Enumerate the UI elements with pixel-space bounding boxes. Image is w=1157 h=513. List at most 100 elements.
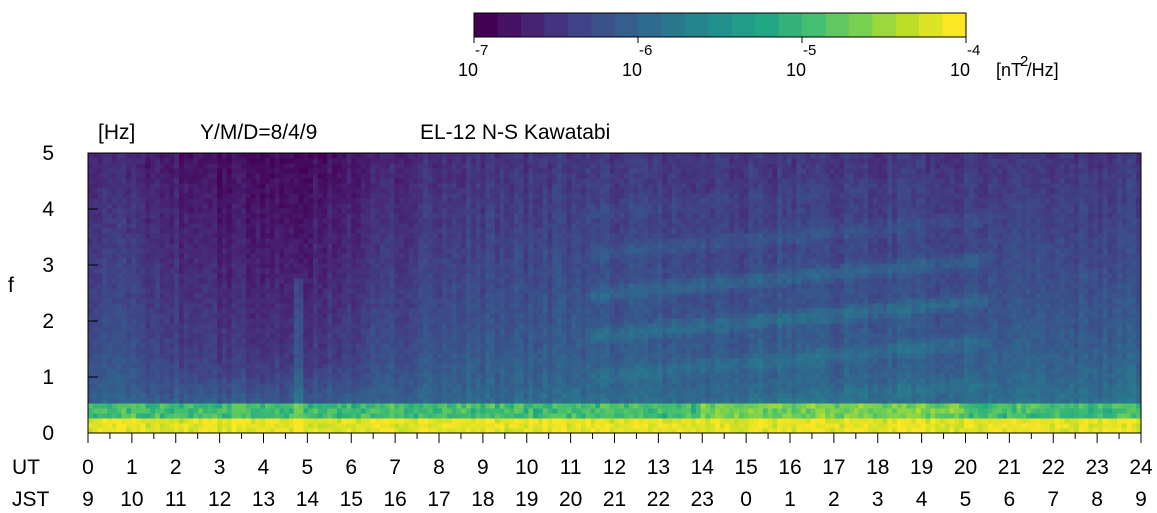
heatmap-cell [250, 338, 257, 344]
heatmap-cell [126, 203, 132, 209]
heatmap-cell [332, 248, 338, 254]
heatmap-cell [226, 378, 233, 384]
heatmap-cell [279, 403, 285, 409]
heatmap-cell [174, 363, 180, 369]
heatmap-cell [403, 198, 410, 204]
heatmap-cell [475, 273, 481, 279]
heatmap-cell [475, 263, 481, 269]
heatmap-cell [226, 303, 233, 309]
heatmap-cell [289, 278, 295, 284]
heatmap-cell [135, 198, 142, 204]
heatmap-cell [207, 243, 213, 249]
heatmap-cell [159, 323, 166, 329]
heatmap-cell [499, 373, 505, 379]
heatmap-cell [140, 173, 146, 179]
heatmap-cell [289, 418, 295, 424]
heatmap-cell [413, 193, 419, 199]
heatmap-cell [131, 258, 137, 264]
heatmap-cell [245, 343, 252, 349]
heatmap-cell [437, 418, 443, 424]
heatmap-cell [403, 353, 410, 359]
heatmap-cell [509, 378, 515, 384]
heatmap-cell [207, 373, 213, 379]
heatmap-cell [274, 203, 280, 209]
heatmap-cell [212, 343, 218, 349]
heatmap-cell [121, 333, 127, 339]
heatmap-cell [265, 203, 271, 209]
heatmap-cell [298, 398, 304, 404]
heatmap-cell [351, 378, 357, 384]
heatmap-cell [212, 308, 218, 314]
heatmap-cell [293, 293, 300, 299]
heatmap-cell [121, 188, 127, 194]
heatmap-cell [236, 313, 242, 319]
heatmap-cell [336, 273, 343, 279]
heatmap-cell [461, 408, 467, 414]
heatmap-cell [332, 258, 338, 264]
heatmap-cell [150, 358, 156, 364]
heatmap-cell [490, 343, 496, 349]
heatmap-cell [346, 173, 352, 179]
heatmap-cell [303, 283, 309, 289]
heatmap-cell [413, 418, 419, 424]
heatmap-cell [346, 248, 352, 254]
heatmap-cell [135, 223, 142, 229]
heatmap-cell [121, 413, 127, 419]
heatmap-cell [131, 203, 137, 209]
heatmap-cell [470, 273, 477, 279]
heatmap-cell [155, 173, 161, 179]
heatmap-cell [394, 333, 400, 339]
heatmap-cell [269, 358, 276, 364]
heatmap-cell [394, 183, 400, 189]
heatmap-cell [466, 388, 472, 394]
heatmap-cell [475, 328, 481, 334]
heatmap-cell [222, 383, 228, 389]
heatmap-cell [360, 258, 367, 264]
heatmap-cell [174, 268, 180, 274]
heatmap-cell [485, 248, 491, 254]
heatmap-cell [298, 378, 304, 384]
heatmap-cell [183, 263, 190, 269]
heatmap-cell [131, 363, 137, 369]
heatmap-cell [126, 158, 132, 164]
heatmap-cell [293, 323, 300, 329]
heatmap-cell [470, 423, 477, 429]
heatmap-cell [365, 178, 371, 184]
heatmap-cell [494, 183, 501, 189]
heatmap-cell [207, 323, 213, 329]
heatmap-cell [107, 338, 113, 344]
heatmap-cell [303, 288, 309, 294]
heatmap-cell [178, 333, 185, 339]
heatmap-cell [284, 363, 290, 369]
heatmap-cell [131, 263, 137, 269]
heatmap-cell [111, 283, 118, 289]
heatmap-cell [403, 183, 410, 189]
heatmap-cell [236, 343, 242, 349]
heatmap-cell [332, 378, 338, 384]
heatmap-cell [504, 333, 510, 339]
heatmap-cell [322, 193, 328, 199]
heatmap-cell [145, 423, 151, 429]
heatmap-cell [408, 393, 414, 399]
heatmap-cell [135, 358, 142, 364]
heatmap-cell [245, 413, 252, 419]
heatmap-cell [461, 248, 467, 254]
heatmap-cell [423, 258, 429, 264]
heatmap-cell [403, 153, 410, 159]
heatmap-cell [284, 358, 290, 364]
heatmap-cell [88, 408, 94, 414]
heatmap-cell [312, 193, 319, 199]
heatmap-cell [327, 243, 333, 249]
heatmap-cell [159, 278, 166, 284]
heatmap-cell [456, 363, 462, 369]
heatmap-cell [446, 308, 453, 314]
heatmap-cell [92, 163, 99, 169]
heatmap-cell [394, 338, 400, 344]
heatmap-cell [231, 388, 237, 394]
heatmap-cell [312, 153, 319, 159]
heatmap-cell [169, 383, 175, 389]
heatmap-cell [126, 378, 132, 384]
heatmap-cell [427, 358, 434, 364]
heatmap-cell [403, 363, 410, 369]
heatmap-cell [279, 218, 285, 224]
